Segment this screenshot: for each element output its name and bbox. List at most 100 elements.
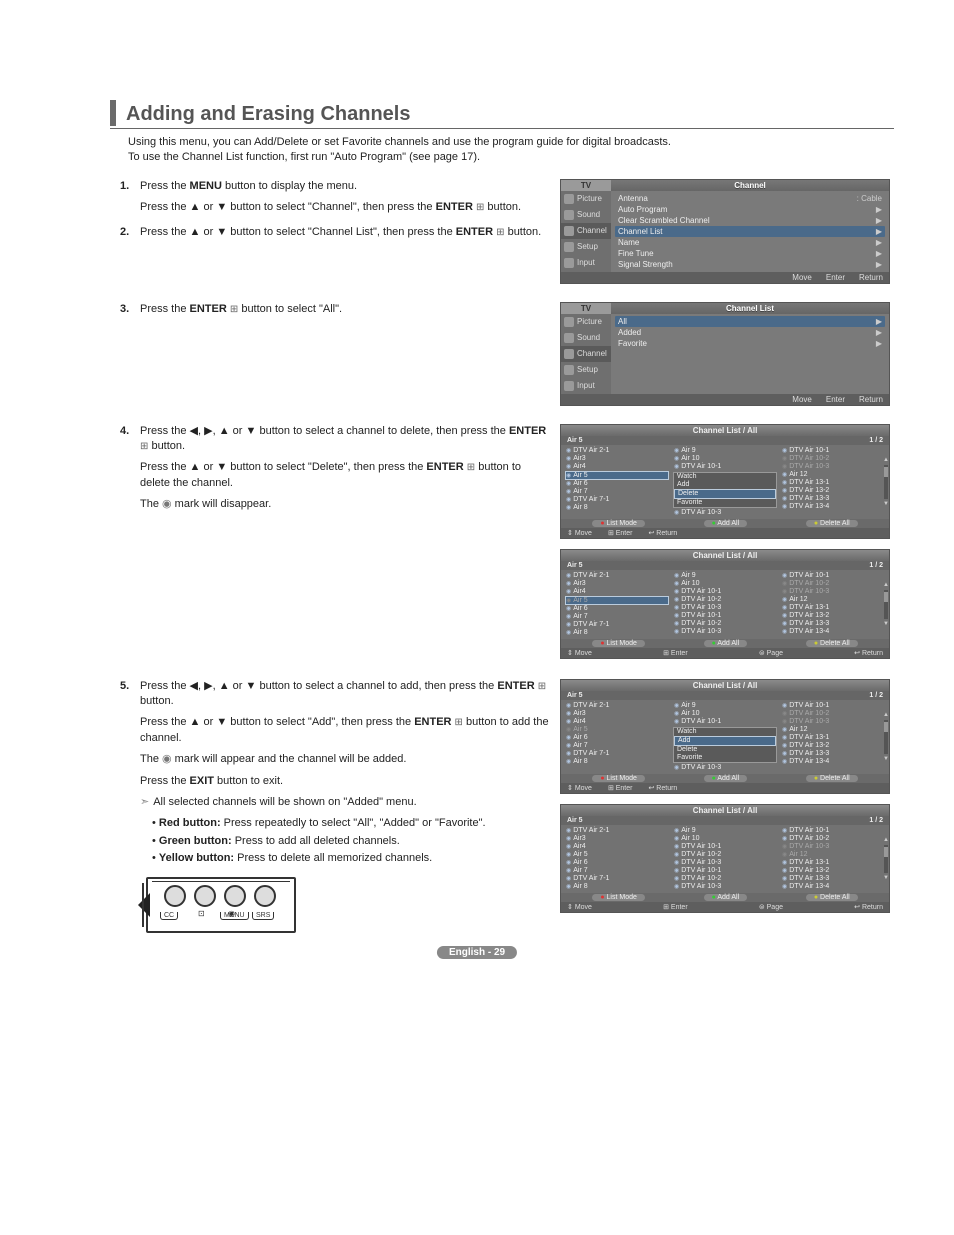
channel-item[interactable]: DTV Air 7-1: [565, 621, 669, 629]
osd-sidebar-item[interactable]: Picture: [561, 191, 611, 207]
channel-item[interactable]: DTV Air 10-3: [781, 718, 885, 726]
list-mode-button[interactable]: List Mode: [592, 640, 645, 647]
channel-item[interactable]: Air 10: [673, 455, 777, 463]
osd-menu-item[interactable]: All▶: [615, 316, 885, 327]
channel-item[interactable]: DTV Air 10-2: [781, 710, 885, 718]
channel-item[interactable]: DTV Air 10-2: [673, 875, 777, 883]
osd-sidebar-item[interactable]: Input: [561, 378, 611, 394]
osd-menu-item[interactable]: Fine Tune▶: [615, 248, 885, 259]
popup-item[interactable]: Favorite: [674, 499, 776, 507]
channel-item[interactable]: DTV Air 10-2: [781, 455, 885, 463]
popup-item[interactable]: Add: [674, 736, 776, 746]
channel-item[interactable]: Air3: [565, 710, 669, 718]
channel-item[interactable]: Air 6: [565, 859, 669, 867]
channel-item[interactable]: Air 8: [565, 629, 669, 637]
add-all-button[interactable]: Add All: [704, 894, 748, 901]
channel-item[interactable]: DTV Air 10-1: [673, 463, 777, 471]
channel-item[interactable]: DTV Air 13-2: [781, 487, 885, 495]
channel-item[interactable]: DTV Air 7-1: [565, 750, 669, 758]
channel-item[interactable]: Air 9: [673, 447, 777, 455]
osd-sidebar-item[interactable]: Sound: [561, 207, 611, 223]
channel-item[interactable]: DTV Air 10-3: [781, 843, 885, 851]
channel-item[interactable]: Air4: [565, 588, 669, 596]
osd-menu-item[interactable]: Signal Strength▶: [615, 259, 885, 270]
channel-item[interactable]: DTV Air 10-3: [673, 509, 777, 517]
add-all-button[interactable]: Add All: [704, 775, 748, 782]
delete-all-button[interactable]: Delete All: [806, 894, 858, 901]
osd-menu-item[interactable]: Favorite▶: [615, 338, 885, 349]
channel-item[interactable]: Air 5: [565, 596, 669, 605]
channel-item[interactable]: DTV Air 13-3: [781, 620, 885, 628]
channel-item[interactable]: Air 5: [565, 851, 669, 859]
channel-item[interactable]: Air 5: [565, 726, 669, 734]
popup-item[interactable]: Watch: [674, 473, 776, 481]
channel-item[interactable]: DTV Air 13-1: [781, 734, 885, 742]
osd-sidebar-item[interactable]: Channel: [561, 223, 611, 239]
channel-item[interactable]: Air 10: [673, 835, 777, 843]
osd-menu-item[interactable]: Clear Scrambled Channel▶: [615, 215, 885, 226]
channel-item[interactable]: Air4: [565, 843, 669, 851]
channel-item[interactable]: DTV Air 2-1: [565, 827, 669, 835]
osd-sidebar-item[interactable]: Channel: [561, 346, 611, 362]
channel-item[interactable]: DTV Air 10-1: [673, 867, 777, 875]
osd-sidebar-item[interactable]: Setup: [561, 362, 611, 378]
channel-item[interactable]: Air 9: [673, 572, 777, 580]
channel-item[interactable]: DTV Air 13-4: [781, 758, 885, 766]
channel-item[interactable]: DTV Air 10-3: [673, 859, 777, 867]
channel-item[interactable]: DTV Air 10-2: [673, 596, 777, 604]
osd-menu-item[interactable]: Added▶: [615, 327, 885, 338]
osd-sidebar-item[interactable]: Picture: [561, 314, 611, 330]
channel-item[interactable]: DTV Air 10-1: [673, 718, 777, 726]
channel-item[interactable]: DTV Air 10-1: [781, 572, 885, 580]
channel-item[interactable]: Air3: [565, 580, 669, 588]
channel-item[interactable]: Air 12: [781, 471, 885, 479]
channel-item[interactable]: Air 8: [565, 758, 669, 766]
channel-item[interactable]: DTV Air 10-1: [781, 447, 885, 455]
channel-item[interactable]: DTV Air 13-1: [781, 859, 885, 867]
channel-item[interactable]: DTV Air 10-1: [781, 827, 885, 835]
delete-all-button[interactable]: Delete All: [806, 775, 858, 782]
channel-item[interactable]: Air 8: [565, 504, 669, 512]
popup-item[interactable]: Delete: [674, 489, 776, 499]
channel-item[interactable]: DTV Air 2-1: [565, 447, 669, 455]
channel-item[interactable]: Air 6: [565, 734, 669, 742]
osd-menu-item[interactable]: Auto Program▶: [615, 204, 885, 215]
channel-item[interactable]: Air 8: [565, 883, 669, 891]
channel-item[interactable]: DTV Air 13-3: [781, 750, 885, 758]
channel-item[interactable]: DTV Air 13-1: [781, 604, 885, 612]
osd-menu-item[interactable]: Antenna: Cable: [615, 193, 885, 204]
osd-sidebar-item[interactable]: Sound: [561, 330, 611, 346]
channel-item[interactable]: Air 7: [565, 613, 669, 621]
popup-item[interactable]: Delete: [674, 746, 776, 754]
channel-item[interactable]: Air4: [565, 718, 669, 726]
channel-item[interactable]: Air 5: [565, 471, 669, 480]
channel-item[interactable]: DTV Air 10-3: [673, 628, 777, 636]
channel-item[interactable]: DTV Air 13-4: [781, 628, 885, 636]
channel-item[interactable]: Air 7: [565, 488, 669, 496]
channel-item[interactable]: DTV Air 13-2: [781, 612, 885, 620]
channel-item[interactable]: Air 12: [781, 851, 885, 859]
channel-item[interactable]: DTV Air 7-1: [565, 496, 669, 504]
channel-item[interactable]: Air 12: [781, 726, 885, 734]
osd-menu-item[interactable]: Channel List▶: [615, 226, 885, 237]
channel-item[interactable]: DTV Air 10-1: [781, 702, 885, 710]
channel-item[interactable]: DTV Air 13-3: [781, 495, 885, 503]
channel-item[interactable]: Air 10: [673, 710, 777, 718]
channel-item[interactable]: DTV Air 10-1: [673, 843, 777, 851]
channel-item[interactable]: DTV Air 13-3: [781, 875, 885, 883]
osd-menu-item[interactable]: Name▶: [615, 237, 885, 248]
osd-sidebar-item[interactable]: Input: [561, 255, 611, 271]
delete-all-button[interactable]: Delete All: [806, 520, 858, 527]
channel-item[interactable]: DTV Air 13-4: [781, 883, 885, 891]
channel-item[interactable]: Air 6: [565, 480, 669, 488]
list-mode-button[interactable]: List Mode: [592, 520, 645, 527]
channel-item[interactable]: DTV Air 10-3: [673, 883, 777, 891]
channel-item[interactable]: DTV Air 13-2: [781, 742, 885, 750]
channel-item[interactable]: DTV Air 10-3: [673, 764, 777, 772]
delete-all-button[interactable]: Delete All: [806, 640, 858, 647]
channel-item[interactable]: DTV Air 2-1: [565, 572, 669, 580]
list-mode-button[interactable]: List Mode: [592, 894, 645, 901]
channel-item[interactable]: DTV Air 10-1: [673, 612, 777, 620]
channel-item[interactable]: DTV Air 13-1: [781, 479, 885, 487]
channel-item[interactable]: Air4: [565, 463, 669, 471]
